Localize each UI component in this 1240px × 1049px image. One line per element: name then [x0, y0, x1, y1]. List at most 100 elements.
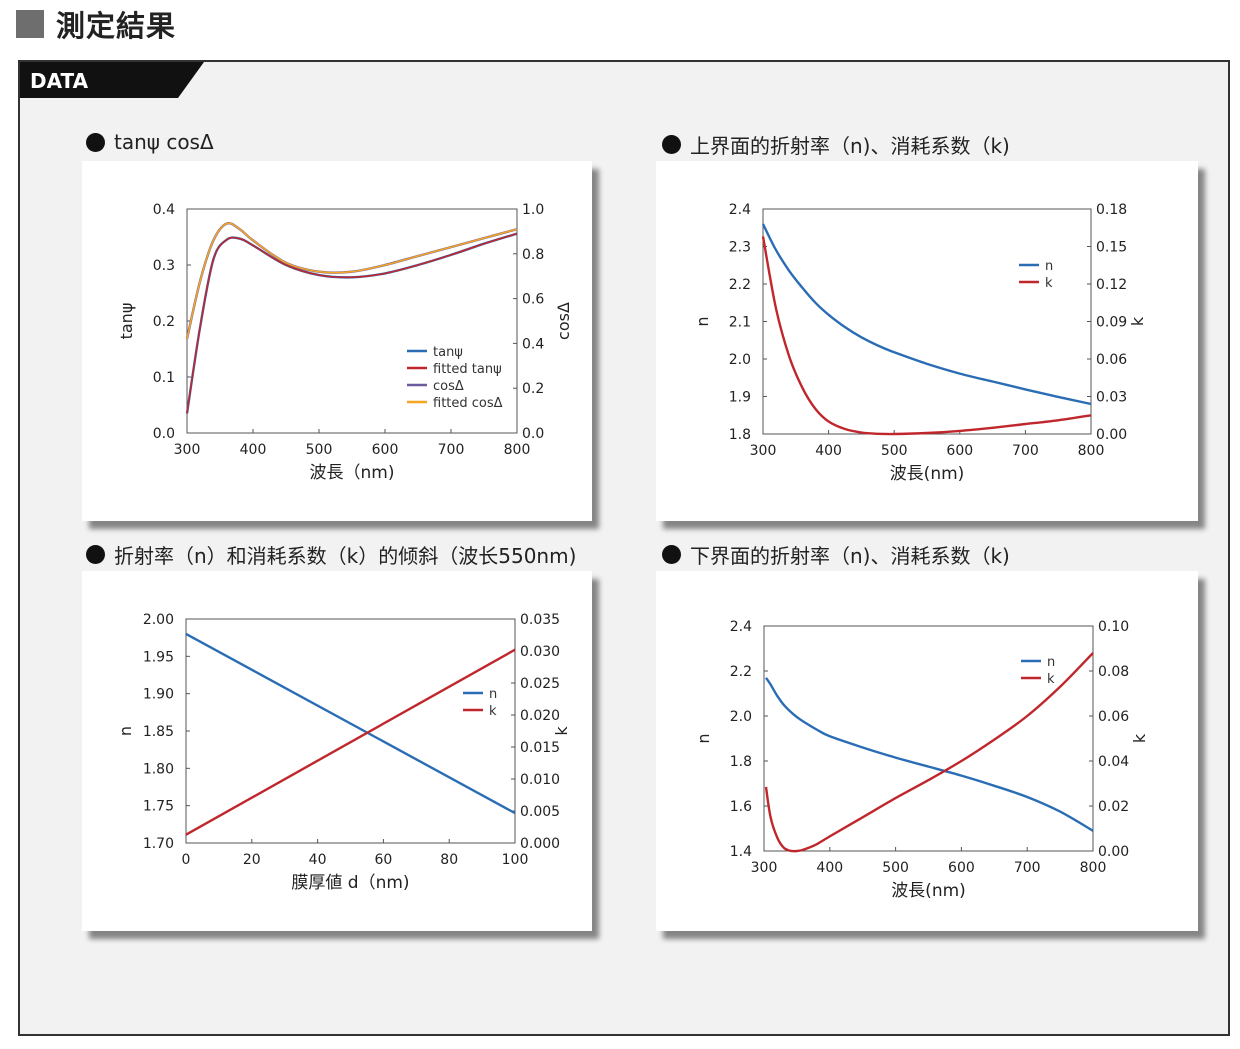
y-right-tick-label: 0.02 — [1098, 799, 1129, 815]
chart-tanpsi-cosdelta: 300 400 500 600 700 8000.00.10.20.30.40.00.20… — [117, 202, 573, 483]
y-left-tick-label: 1.6 — [730, 799, 752, 815]
legend-label: k — [1047, 672, 1055, 687]
y-left-tick-label: 2.4 — [730, 619, 752, 635]
y-left-tick-label: 0.1 — [153, 370, 175, 386]
y-right-tick-label: 0.10 — [1098, 619, 1129, 635]
chart-lower-nk: 300 400 500 600 700 800 1.4 1.6 1.8 2.0 2.2 2.4 0.00… — [694, 619, 1149, 901]
y-left-axis-label: tanψ — [117, 303, 136, 340]
y-left-tick-label: 0.3 — [153, 258, 175, 274]
y-right-tick-label: 0.020 — [520, 708, 560, 724]
y-right-axis-label: k — [552, 726, 571, 736]
y-right-tick-label: 0.035 — [520, 612, 560, 628]
legend-label: n — [489, 687, 497, 702]
series-line-3 — [186, 222, 518, 340]
y-right-tick-label: 0.15 — [1096, 240, 1127, 256]
y-left-tick-label: 2.3 — [729, 240, 751, 256]
legend-label: n — [1047, 655, 1055, 670]
x-tick-label: 40 — [309, 852, 327, 868]
panel-title-text: 下界面的折射率（n)、消耗系数（k) — [690, 544, 1010, 568]
y-right-tick-label: 0.015 — [520, 740, 560, 756]
y-left-tick-label: 1.70 — [143, 836, 174, 852]
square-bullet-icon — [16, 10, 44, 38]
x-tick-label: 400 — [240, 442, 267, 458]
y-right-tick-label: 0.025 — [520, 676, 560, 692]
y-left-tick-label: 1.85 — [143, 724, 174, 740]
y-left-axis-label: n — [116, 726, 135, 736]
data-tab-label: DATA — [30, 69, 89, 93]
y-left-tick-label: 2.2 — [730, 664, 752, 680]
y-left-tick-label: 1.9 — [729, 390, 751, 406]
chart-card-4: 300 400 500 600 700 800 1.4 1.6 1.8 2.0 2.2 2.4 0.00… — [656, 571, 1198, 931]
y-left-axis-label: n — [693, 316, 712, 326]
x-tick-label: 700 — [438, 442, 465, 458]
x-tick-label: 500 — [306, 442, 333, 458]
y-right-tick-label: 0.08 — [1098, 664, 1129, 680]
series-line-1 — [764, 652, 1094, 853]
y-left-tick-label: 1.80 — [143, 761, 174, 777]
x-tick-label: 400 — [815, 443, 842, 459]
x-tick-label: 500 — [882, 860, 909, 876]
series-line-1 — [761, 236, 1092, 436]
y-right-tick-label: 0.4 — [522, 336, 544, 352]
legend-label: tanψ — [433, 345, 463, 360]
x-tick-label: 80 — [440, 852, 458, 868]
chart-upper-nk: 300 400 500 600 700 800 1.8 1.9 2.0 2.1 2.2 2.3 2.4 0… — [693, 202, 1147, 484]
data-frame: DATA tanψ cosΔ 300 400 500 600 700 800 0.0 0.1 0… — [18, 60, 1230, 1036]
x-tick-label: 20 — [243, 852, 261, 868]
x-tick-label: 700 — [1014, 860, 1041, 876]
y-left-tick-label: 1.8 — [730, 754, 752, 770]
panel-title-text: 上界面的折射率（n)、消耗系数（k) — [690, 134, 1010, 158]
plot-area — [763, 625, 1094, 852]
y-left-axis-label: n — [694, 733, 713, 743]
panel-title-2: 上界面的折射率（n)、消耗系数（k) — [662, 130, 1010, 159]
y-right-tick-label: 0.00 — [1096, 427, 1127, 443]
y-right-axis-label: cosΔ — [554, 302, 573, 340]
series-line-1 — [186, 232, 518, 414]
y-left-tick-label: 2.0 — [730, 709, 752, 725]
y-right-tick-label: 0.12 — [1096, 277, 1127, 293]
y-right-tick-label: 0.010 — [520, 772, 560, 788]
y-left-tick-label: 1.4 — [730, 844, 752, 860]
legend-label: fitted cosΔ — [433, 396, 503, 411]
y-left-tick-label: 2.2 — [729, 277, 751, 293]
y-right-tick-label: 0.06 — [1096, 352, 1127, 368]
x-axis-label: 膜厚値 d（nm) — [291, 873, 409, 893]
y-right-axis-label: k — [1130, 733, 1149, 743]
x-tick-label: 300 — [750, 443, 777, 459]
bullet-dot-icon — [86, 132, 105, 152]
x-tick-label: 60 — [374, 852, 392, 868]
bullet-dot-icon — [86, 545, 105, 564]
x-tick-label: 300 — [751, 860, 778, 876]
y-left-tick-label: 1.95 — [143, 649, 174, 665]
panel-title-3: 折射率（n）和消耗系数（k）的倾斜（波长550nm) — [86, 540, 576, 569]
x-tick-label: 600 — [946, 443, 973, 459]
y-left-tick-label: 0.2 — [153, 314, 175, 330]
x-axis-label: 波長（nm) — [310, 463, 395, 483]
y-right-tick-label: 0.005 — [520, 804, 560, 820]
x-tick-label: 0 — [182, 852, 191, 868]
chart-card-2: 300 400 500 600 700 800 1.8 1.9 2.0 2.1 2.2 2.3 2.4 0… — [656, 161, 1198, 521]
legend-label: k — [1045, 276, 1053, 291]
plot-area — [185, 618, 516, 844]
y-right-tick-label: 0.18 — [1096, 202, 1127, 218]
legend-label: n — [1045, 259, 1053, 274]
y-right-tick-label: 0.030 — [520, 644, 560, 660]
y-left-tick-label: 1.75 — [143, 799, 174, 815]
legend-label: cosΔ — [433, 379, 464, 394]
x-tick-label: 300 — [174, 442, 201, 458]
y-left-tick-label: 2.00 — [143, 612, 174, 628]
data-tab: DATA — [20, 62, 204, 98]
bullet-dot-icon — [662, 545, 681, 564]
series-line-0 — [185, 232, 518, 414]
page-title: 測定結果 — [56, 9, 177, 43]
panel-title-text: tanψ cosΔ — [114, 130, 214, 154]
y-left-tick-label: 2.0 — [729, 352, 751, 368]
page-header: 測定結果 — [16, 6, 177, 43]
y-right-tick-label: 0.6 — [522, 292, 544, 308]
x-axis-label: 波長(nm) — [891, 881, 966, 901]
plot-area — [762, 208, 1092, 435]
series-line-0 — [185, 632, 516, 815]
series-line-2 — [185, 221, 518, 340]
x-tick-label: 800 — [1080, 860, 1107, 876]
x-tick-label: 600 — [948, 860, 975, 876]
